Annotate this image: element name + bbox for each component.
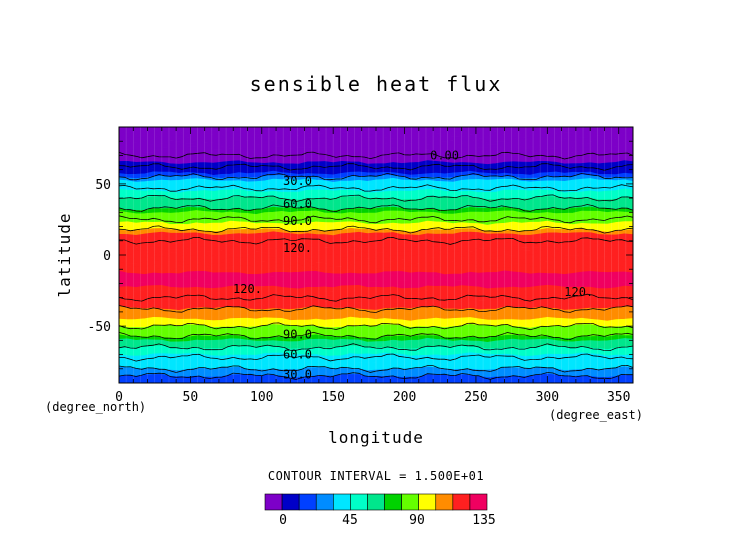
y-axis-unit: (degree_north) (45, 400, 146, 414)
contour-label: 120. (564, 285, 593, 299)
contour-line (118, 364, 634, 373)
colorbar-tick-label: 135 (472, 513, 495, 528)
contour-line (118, 204, 634, 213)
y-tick-label: -50 (88, 320, 111, 335)
contour-line (119, 353, 634, 362)
colorbar-swatch (281, 493, 300, 511)
colorbar-swatch (452, 493, 471, 511)
colorbar-tick-label: 90 (409, 513, 425, 528)
colorbar-swatch (315, 493, 334, 511)
colorbar-swatch (367, 493, 385, 511)
chart-title: sensible heat flux (250, 72, 503, 96)
contour-line (118, 236, 634, 245)
x-tick-label: 250 (464, 390, 487, 405)
contour-label: 120. (283, 241, 312, 255)
colorbar-swatch (350, 493, 368, 511)
colorbar-swatch (384, 493, 402, 511)
y-axis-ticks: -50 0 50 (88, 140, 633, 370)
contour-line (118, 225, 634, 234)
contour-label: 30.0 (283, 174, 312, 188)
contour-label: 0.00 (430, 148, 459, 162)
contour-lines (118, 151, 634, 380)
colorbar-swatch (469, 493, 488, 511)
colorbar-ticks: 0 45 90 135 (279, 513, 496, 528)
colorbar (264, 493, 488, 511)
x-tick-label: 100 (250, 390, 273, 405)
colorbar-swatch (418, 493, 437, 511)
colorbar-swatch (401, 493, 419, 511)
contour-line (118, 215, 634, 224)
contour-line (118, 194, 634, 203)
x-tick-label: 0 (115, 390, 123, 405)
contour-line (118, 184, 634, 192)
x-axis-unit: (degree_east) (549, 408, 643, 422)
contour-line (118, 343, 634, 352)
colorbar-tick-label: 0 (279, 513, 287, 528)
contour-label: 30.0 (283, 367, 312, 381)
x-tick-label: 200 (393, 390, 416, 405)
contour-line (118, 151, 634, 160)
contour-line (118, 163, 634, 171)
colorbar-swatch (333, 493, 351, 511)
contour-label: 90.0 (283, 214, 312, 228)
y-tick-label: 50 (95, 178, 111, 193)
y-axis-label: latitude (55, 212, 74, 297)
x-axis-label: longitude (328, 428, 424, 447)
x-axis-ticks: 0 50 100 150 200 250 300 350 (115, 127, 634, 405)
grid-lines (125, 127, 627, 383)
contour-line (118, 305, 634, 313)
x-tick-label: 350 (607, 390, 630, 405)
colorbar-swatch (264, 493, 283, 511)
contour-label: 120. (233, 282, 262, 296)
x-tick-label: 300 (536, 390, 559, 405)
contour-line (118, 372, 633, 380)
contour-label: 60.0 (283, 197, 312, 211)
colorbar-tick-label: 45 (342, 513, 358, 528)
contour-interval-text: CONTOUR INTERVAL = 1.500E+01 (268, 469, 484, 483)
contour-line (118, 322, 634, 331)
x-tick-label: 50 (183, 390, 199, 405)
contour-label-group: 0.00 30.0 60.0 90.0 120. 120. 120. 90.0 60.0 30.0 (233, 148, 593, 381)
contour-label: 60.0 (283, 348, 312, 362)
colorbar-swatch (298, 493, 317, 511)
contour-label: 90.0 (283, 328, 312, 342)
contour-line (118, 293, 634, 302)
y-tick-label: 0 (103, 249, 111, 264)
x-tick-label: 150 (321, 390, 344, 405)
contour-line (118, 172, 634, 181)
colorbar-swatch (435, 493, 454, 511)
contour-line (118, 331, 634, 340)
